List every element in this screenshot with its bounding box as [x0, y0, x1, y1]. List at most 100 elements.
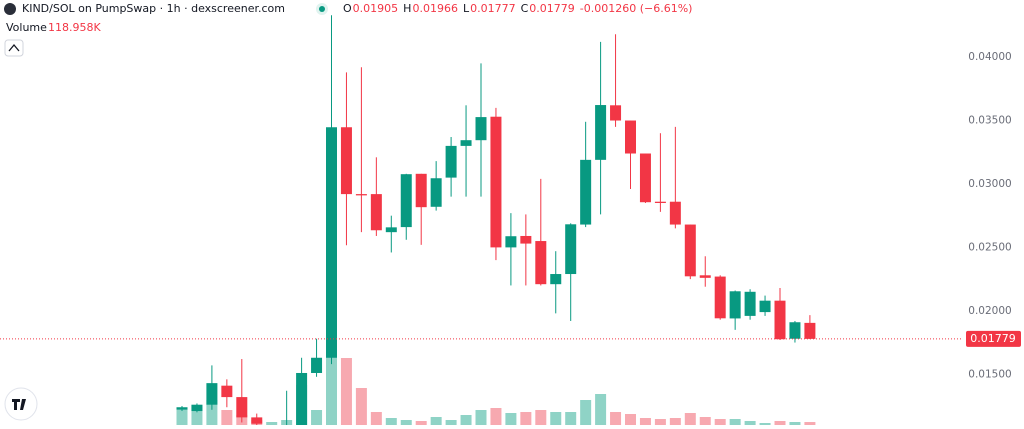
candle-body	[729, 291, 741, 319]
volume-bar	[266, 422, 278, 425]
candle-body	[430, 178, 442, 207]
candle-body	[639, 153, 651, 203]
volume-bar	[759, 423, 771, 425]
ohlc-key: L	[463, 2, 470, 15]
candle-body	[475, 117, 487, 141]
candle-body	[595, 105, 607, 160]
candle-body	[326, 127, 337, 358]
volume-bar	[370, 412, 382, 425]
volume-bar	[326, 320, 337, 425]
volume-bar	[206, 400, 218, 425]
y-tick-label: 0.01500	[968, 368, 1011, 380]
candle-body	[789, 322, 801, 339]
ohlc-legend: O 0.01905 H 0.01966 L 0.01777 C 0.01779 -0.00126…	[343, 2, 692, 15]
volume-bar	[445, 420, 457, 425]
volume-bar	[340, 358, 352, 425]
ohlc-value: 0.01966	[412, 2, 458, 15]
volume-bar	[460, 415, 472, 425]
symbol-icon	[4, 3, 16, 15]
volume-bar	[505, 413, 517, 425]
candle-body	[565, 224, 577, 275]
candle-body	[415, 173, 427, 208]
y-tick-label: 0.03500	[968, 115, 1011, 127]
candle-body	[804, 322, 816, 339]
volume-bar	[714, 419, 726, 425]
volume-bar	[654, 419, 666, 425]
volume-bar	[789, 422, 801, 425]
volume-bar	[430, 417, 442, 425]
volume-bar	[475, 410, 487, 425]
volume-bar	[176, 410, 188, 425]
ohlc-value: 0.01777	[470, 2, 516, 15]
volume-bar	[595, 394, 607, 425]
last-price-label: 0.01779	[970, 332, 1016, 345]
candle-body	[744, 291, 756, 316]
candle-body	[714, 276, 726, 319]
volume-bar	[625, 414, 636, 425]
volume-bar	[415, 421, 427, 425]
chart-title: KIND/SOL on PumpSwap · 1h · dexscreener.…	[22, 2, 285, 15]
candle-body	[311, 357, 323, 373]
volume-bar	[400, 420, 412, 425]
volume-title: Volume	[6, 21, 47, 34]
candle-body	[774, 300, 786, 340]
candle-body	[580, 159, 592, 225]
y-tick-label: 0.02500	[968, 241, 1011, 253]
candle-body	[355, 194, 367, 196]
volume-bar	[221, 410, 233, 425]
candle-body	[699, 275, 711, 278]
ohlc-value: 0.01905	[353, 2, 399, 15]
candle-body	[340, 127, 352, 195]
candle-body	[460, 140, 472, 146]
logo	[12, 399, 26, 410]
volume-bar	[774, 421, 786, 425]
candle-body	[206, 383, 218, 405]
volume-bar	[684, 413, 696, 425]
candle-body	[535, 241, 547, 285]
change: -0.001260 (−6.61%)	[580, 2, 693, 15]
volume-bar	[565, 412, 577, 425]
candle-body	[505, 236, 517, 248]
candle-body	[654, 201, 666, 203]
candle-body	[550, 274, 562, 285]
volume-bar	[490, 408, 502, 425]
candle-body	[236, 397, 248, 418]
candle-body	[221, 385, 233, 398]
volume-bar	[580, 400, 592, 425]
ohlc-key: C	[521, 2, 529, 15]
collapse-icon	[8, 43, 20, 52]
candle-body	[251, 417, 263, 424]
volume-bar	[729, 419, 741, 425]
y-tick-label: 0.03000	[968, 178, 1011, 190]
candle-body	[684, 224, 696, 277]
volume-value: 118.958K	[48, 21, 101, 34]
candle-body	[400, 174, 412, 228]
ohlc-value: 0.01779	[529, 2, 575, 15]
candle-body	[625, 120, 636, 154]
candle-body	[176, 407, 188, 410]
candle-body	[445, 145, 457, 178]
candle-body	[669, 201, 681, 225]
candle-body	[759, 300, 771, 313]
volume-bar	[535, 410, 547, 425]
volume-bar	[669, 418, 681, 425]
volume-bar	[699, 417, 711, 425]
y-tick-label: 0.02000	[968, 305, 1011, 317]
volume-bar	[520, 412, 532, 425]
volume-bar	[639, 418, 651, 425]
last-price-box	[966, 330, 1021, 347]
volume-bar	[191, 405, 203, 425]
candle-body	[385, 227, 397, 233]
volume-bar	[804, 422, 816, 425]
candle-body	[370, 194, 382, 231]
status-dot	[319, 6, 325, 12]
candle-body	[610, 105, 622, 121]
ohlc-key: O	[343, 2, 352, 15]
y-tick-label: 0.04000	[968, 51, 1011, 63]
candle-body	[296, 372, 308, 428]
volume-bar	[311, 410, 323, 425]
ohlc-key: H	[403, 2, 411, 15]
collapse-button[interactable]	[4, 39, 24, 57]
